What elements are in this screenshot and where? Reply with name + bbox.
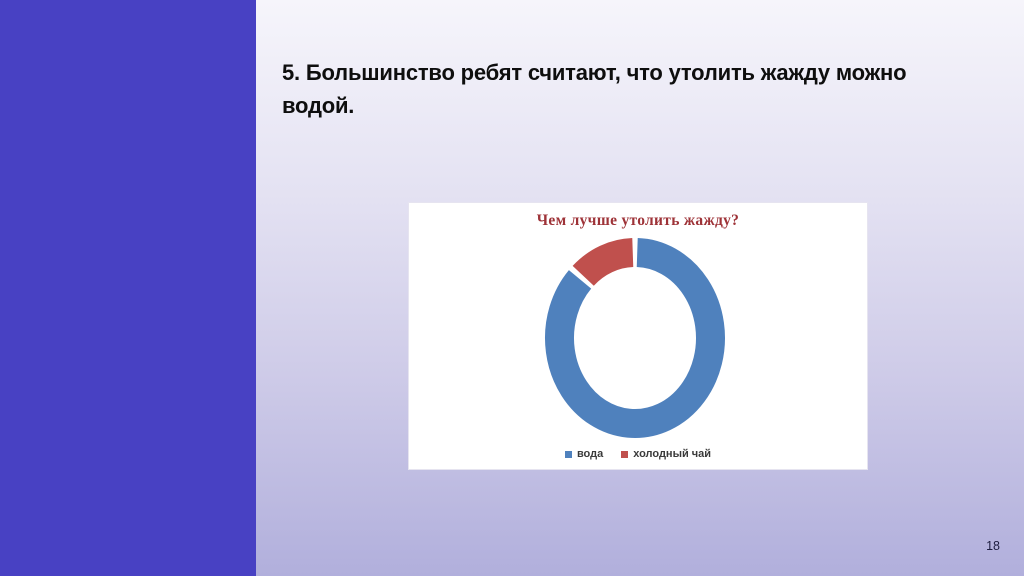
legend-label: вода	[576, 448, 604, 460]
chart-panel: Чем лучше утолить жажду? вода холодный ча…	[408, 202, 868, 470]
legend-label: холодный чай	[633, 448, 712, 460]
legend-swatch-icon	[621, 450, 629, 458]
donut-chart	[545, 238, 725, 438]
page-number: 18	[986, 539, 1000, 553]
chart-title: Чем лучше утолить жажду?	[536, 212, 740, 229]
legend-item-1: вода	[564, 448, 604, 460]
legend-item-2: холодный чай	[621, 448, 711, 460]
donut-slice-1	[545, 238, 725, 438]
chart-legend: вода холодный чай	[409, 448, 867, 460]
slide-accent-sidebar	[0, 0, 256, 576]
slide-title: 5. Большинство ребят считают, что утолит…	[282, 60, 907, 118]
legend-swatch-icon	[564, 450, 572, 458]
donut-slice-2	[572, 238, 634, 287]
